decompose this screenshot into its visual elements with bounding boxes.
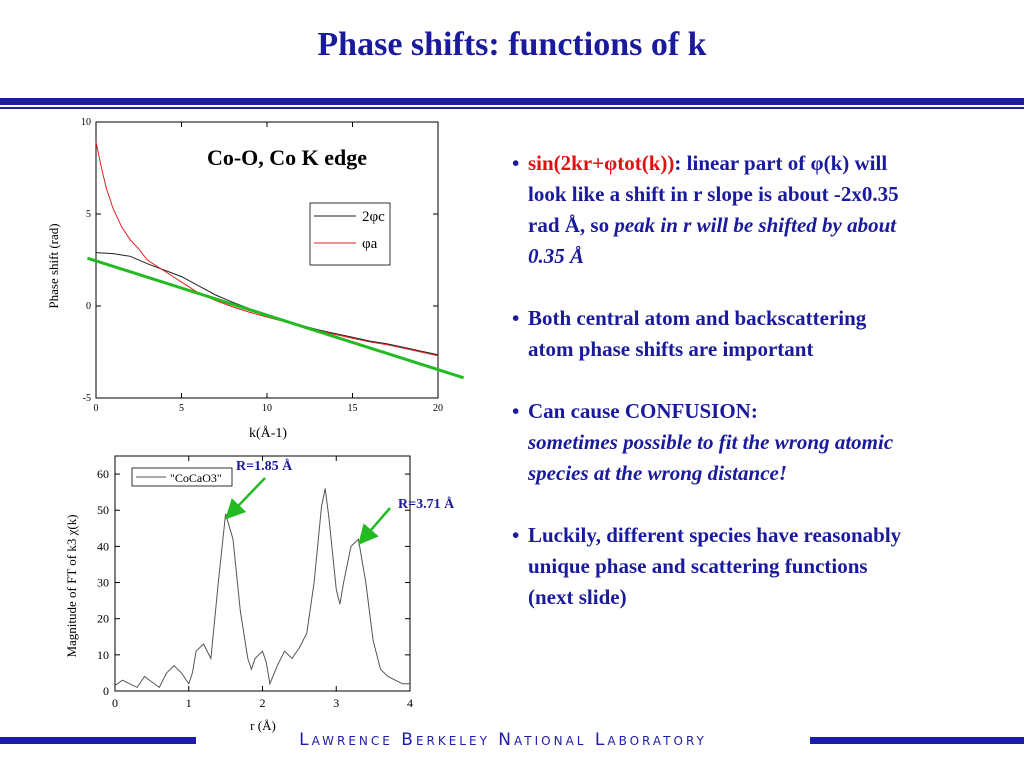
x-tick-label: 5 bbox=[179, 403, 184, 414]
y-tick-label: 30 bbox=[97, 576, 109, 590]
footer-bar-right bbox=[810, 737, 1024, 744]
x-tick-label: 4 bbox=[407, 696, 413, 710]
bullet-dot: • bbox=[512, 523, 520, 547]
y-axis-label: Magnitude of FT of k3 χ(k) bbox=[64, 514, 79, 657]
bullet-text: Luckily, different species have reasonab… bbox=[528, 523, 902, 609]
chart-title: Co-O, Co K edge bbox=[207, 145, 367, 170]
footer-bar-left bbox=[0, 737, 196, 744]
annotation-arrow bbox=[358, 507, 391, 545]
slide-title: Phase shifts: functions of k bbox=[0, 26, 1024, 64]
x-tick-label: 2 bbox=[260, 696, 266, 710]
legend-label: 2φc bbox=[362, 209, 385, 225]
x-tick-label: 20 bbox=[433, 403, 443, 414]
y-tick-label: 50 bbox=[97, 503, 109, 517]
peak-annotation: R=3.71 Å bbox=[398, 496, 455, 512]
bullet-both-atoms: • Both central atom and backscattering a… bbox=[512, 303, 912, 365]
y-tick-label: 40 bbox=[97, 539, 109, 553]
series-line-1 bbox=[95, 142, 439, 357]
bullet-lead-red: sin(2kr+φtot(k)) bbox=[528, 151, 675, 175]
y-tick-label: 60 bbox=[97, 467, 109, 481]
bullet-sin-term: • sin(2kr+φtot(k)): linear part of φ(k) … bbox=[512, 148, 912, 272]
x-tick-label: 10 bbox=[262, 403, 272, 414]
y-tick-label: 5 bbox=[86, 209, 91, 220]
bullet-dot: • bbox=[512, 399, 520, 423]
bullet-text: Can cause CONFUSION: bbox=[528, 399, 758, 423]
x-tick-label: 0 bbox=[112, 696, 118, 710]
bullet-confusion: • Can cause CONFUSION: sometimes possibl… bbox=[512, 396, 912, 489]
x-tick-label: 1 bbox=[186, 696, 192, 710]
y-tick-label: -5 bbox=[83, 393, 91, 404]
peak-annotation: R=1.85 Å bbox=[236, 458, 293, 474]
y-tick-label: 0 bbox=[86, 301, 91, 312]
legend-label: φa bbox=[362, 236, 378, 252]
y-tick-label: 20 bbox=[97, 612, 109, 626]
linear-fit-line bbox=[86, 256, 465, 380]
footer-lab-name: Lawrence Berkeley National Laboratory bbox=[299, 730, 707, 750]
series-line-0 bbox=[114, 488, 410, 689]
y-tick-label: 10 bbox=[97, 648, 109, 662]
x-axis-label: k(Å-1) bbox=[249, 425, 287, 441]
y-axis-label: Phase shift (rad) bbox=[46, 223, 61, 308]
title-rule-thin bbox=[0, 107, 1024, 109]
x-tick-label: 0 bbox=[94, 403, 99, 414]
bullet-lead-text: : linear part of φ(k) will look like a s… bbox=[528, 151, 899, 237]
bullet-dot: • bbox=[512, 151, 520, 175]
bullet-text: Both central atom and backscattering ato… bbox=[528, 306, 867, 361]
x-axis-label: r (Å) bbox=[250, 718, 276, 733]
annotation-arrow bbox=[225, 477, 266, 520]
legend-label: "CoCaO3" bbox=[170, 471, 222, 485]
legend-box bbox=[131, 467, 233, 487]
x-tick-label: 3 bbox=[333, 696, 339, 710]
bullet-dot: • bbox=[512, 306, 520, 330]
series-line-0 bbox=[95, 252, 439, 356]
legend-box bbox=[309, 202, 391, 266]
slide-title-text: Phase shifts: functions of k bbox=[317, 26, 707, 63]
bullet-unique-functions: • Luckily, different species have reason… bbox=[512, 520, 912, 613]
y-tick-label: 10 bbox=[81, 117, 91, 128]
title-rule-thick bbox=[0, 98, 1024, 105]
bullet-list: • sin(2kr+φtot(k)): linear part of φ(k) … bbox=[512, 148, 912, 644]
bullet-italic-text: peak in r will be shifted by about 0.35 … bbox=[528, 213, 897, 268]
x-tick-label: 15 bbox=[348, 403, 358, 414]
plot-frame bbox=[114, 455, 411, 692]
bullet-italic-text: sometimes possible to fit the wrong atom… bbox=[528, 430, 894, 485]
y-tick-label: 0 bbox=[103, 684, 109, 698]
